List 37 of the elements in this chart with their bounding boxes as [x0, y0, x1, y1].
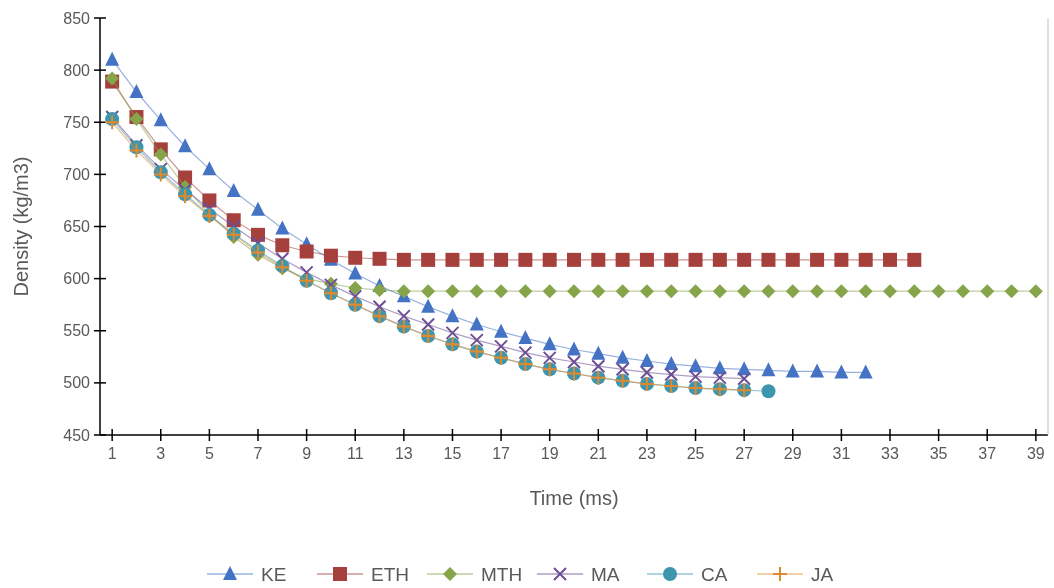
- x-tick-label: 11: [346, 445, 364, 462]
- x-tick-label: 23: [638, 445, 656, 462]
- x-tick-label: 29: [783, 445, 802, 462]
- x-tick-label: 31: [832, 445, 851, 462]
- x-tick-label: 27: [735, 445, 754, 462]
- x-tick-label: 13: [394, 445, 413, 462]
- x-tick-label: 21: [589, 445, 608, 462]
- y-tick-label: 750: [63, 113, 91, 131]
- legend-label: KE: [261, 563, 287, 585]
- x-tick-label: 5: [204, 445, 214, 462]
- x-tick-label: 9: [302, 445, 312, 462]
- x-axis-title: Time (ms): [529, 487, 619, 509]
- x-tick-label: 1: [107, 445, 117, 462]
- legend-label: MA: [591, 563, 620, 585]
- y-tick-label: 800: [63, 61, 91, 79]
- legend-label: ETH: [371, 563, 409, 585]
- y-tick-label: 500: [63, 374, 91, 392]
- y-tick-label: 600: [63, 270, 91, 288]
- y-axis-title: Density (kg/m3): [10, 156, 32, 297]
- x-tick-label: 39: [1026, 445, 1045, 462]
- x-tick-label: 7: [253, 445, 263, 462]
- x-tick-label: 25: [686, 445, 705, 462]
- x-tick-label: 19: [540, 445, 559, 462]
- y-tick-label: 550: [63, 322, 91, 340]
- x-tick-label: 3: [156, 445, 166, 462]
- y-tick-label: 850: [63, 9, 91, 27]
- x-tick-label: 37: [978, 445, 997, 462]
- legend-label: CA: [701, 563, 728, 585]
- x-tick-label: 33: [881, 445, 899, 462]
- x-tick-label: 15: [443, 445, 462, 462]
- legend-label: JA: [811, 563, 834, 585]
- x-tick-label: 17: [492, 445, 511, 462]
- y-tick-label: 700: [63, 165, 91, 183]
- x-tick-label: 35: [929, 445, 948, 462]
- legend-label: MTH: [481, 563, 523, 585]
- y-tick-label: 650: [63, 218, 91, 236]
- y-tick-label: 450: [63, 426, 91, 444]
